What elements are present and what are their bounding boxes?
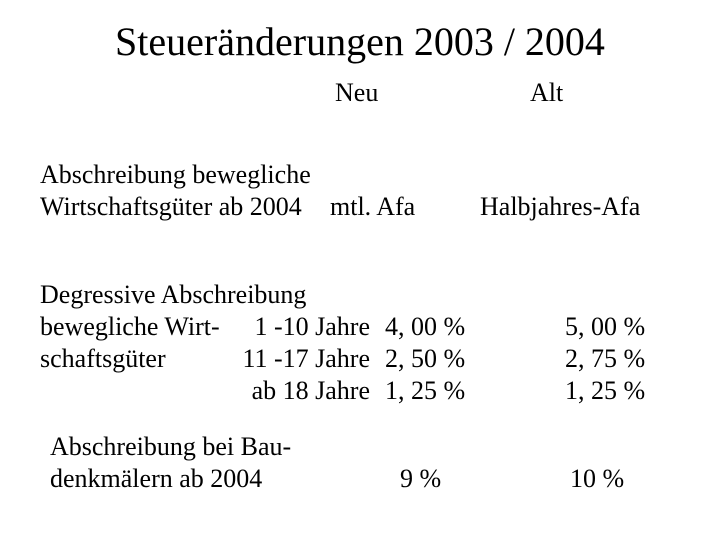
row1-label-line1: Abschreibung bewegliche [40, 160, 311, 190]
row3-neu-value: 9 % [400, 464, 441, 494]
row2-year3: ab 18 Jahre [240, 376, 370, 406]
row3-label-line2: denkmälern ab 2004 [50, 464, 262, 494]
row2-neu2: 2, 50 % [385, 344, 465, 374]
row1-alt-value: Halbjahres-Afa [480, 192, 640, 222]
row2-label-line3: schaftsgüter [40, 344, 166, 374]
row3-label-line1: Abschreibung bei Bau- [50, 432, 291, 462]
column-header-neu: Neu [335, 78, 378, 108]
slide: Steueränderungen 2003 / 2004 Neu Alt Abs… [0, 0, 720, 540]
row2-neu3: 1, 25 % [385, 376, 465, 406]
column-header-alt: Alt [530, 78, 563, 108]
row1-neu-value: mtl. Afa [330, 192, 415, 222]
slide-title: Steueränderungen 2003 / 2004 [0, 18, 720, 65]
row2-label-line2: bewegliche Wirt- [40, 312, 220, 342]
row2-alt3: 1, 25 % [565, 376, 645, 406]
row2-neu1: 4, 00 % [385, 312, 465, 342]
row2-year1: 1 -10 Jahre [240, 312, 370, 342]
row2-year2: 11 -17 Jahre [240, 344, 370, 374]
row1-label-line2: Wirtschaftsgüter ab 2004 [40, 192, 302, 222]
row2-alt2: 2, 75 % [565, 344, 645, 374]
row2-alt1: 5, 00 % [565, 312, 645, 342]
row2-label-line1: Degressive Abschreibung [40, 280, 306, 310]
row3-alt-value: 10 % [570, 464, 624, 494]
